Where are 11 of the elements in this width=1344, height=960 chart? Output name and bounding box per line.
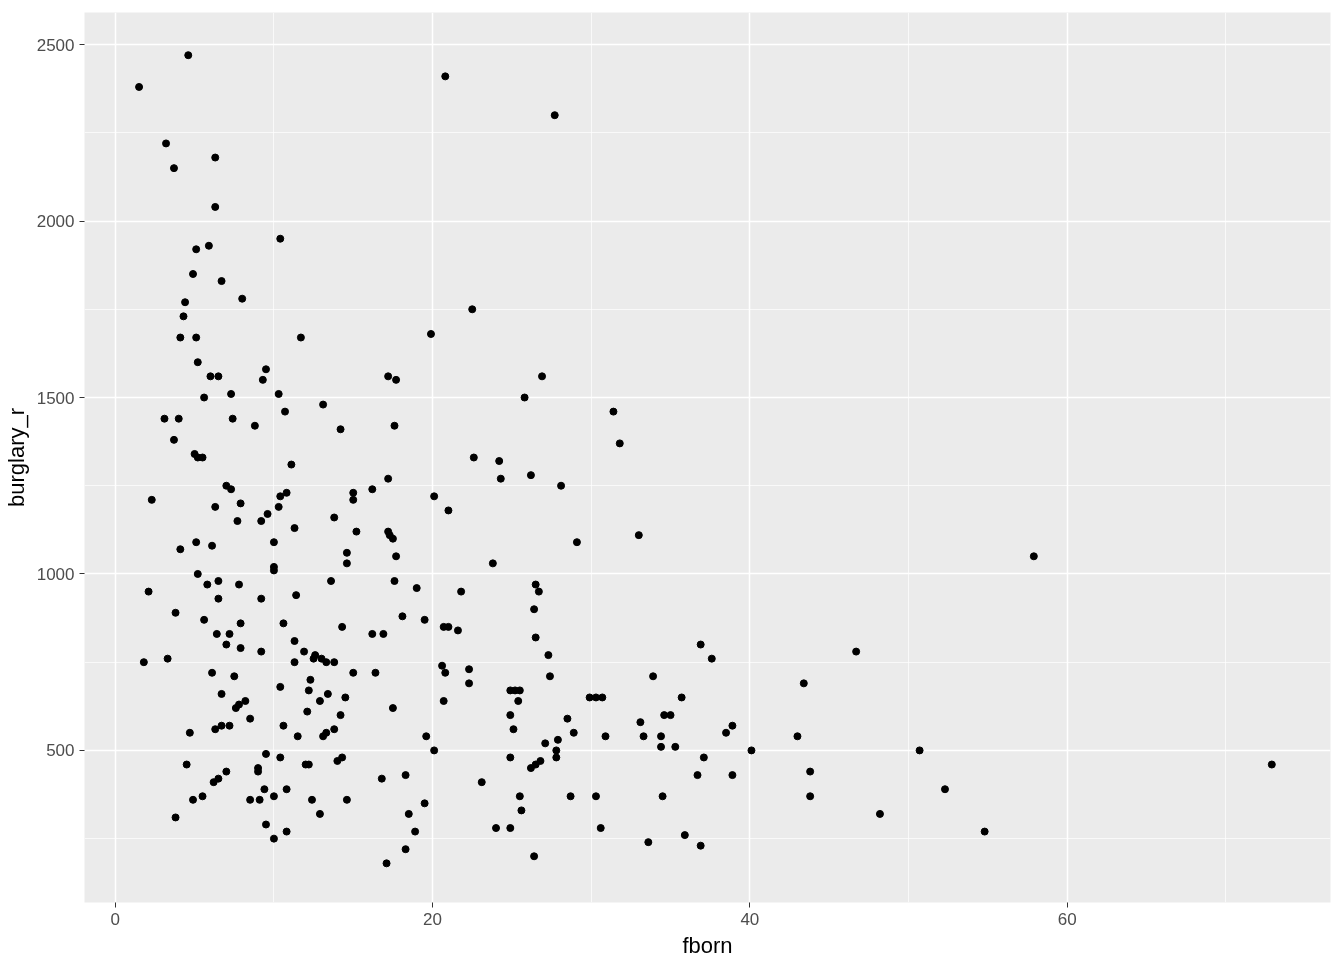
x-tick-label: 20	[423, 909, 443, 929]
x-tick-label: 60	[1057, 909, 1077, 929]
y-tick-label: 1000	[36, 564, 75, 584]
x-tick-label: 0	[110, 909, 121, 929]
y-tick-label: 500	[46, 741, 75, 761]
x-axis-title: fborn	[682, 932, 733, 958]
y-axis-title: burglary_r	[3, 407, 29, 508]
x-tick-label: 40	[740, 909, 760, 929]
y-tick-label: 2000	[36, 212, 75, 232]
y-tick-label: 1500	[36, 388, 75, 408]
y-tick-label: 2500	[36, 35, 75, 55]
